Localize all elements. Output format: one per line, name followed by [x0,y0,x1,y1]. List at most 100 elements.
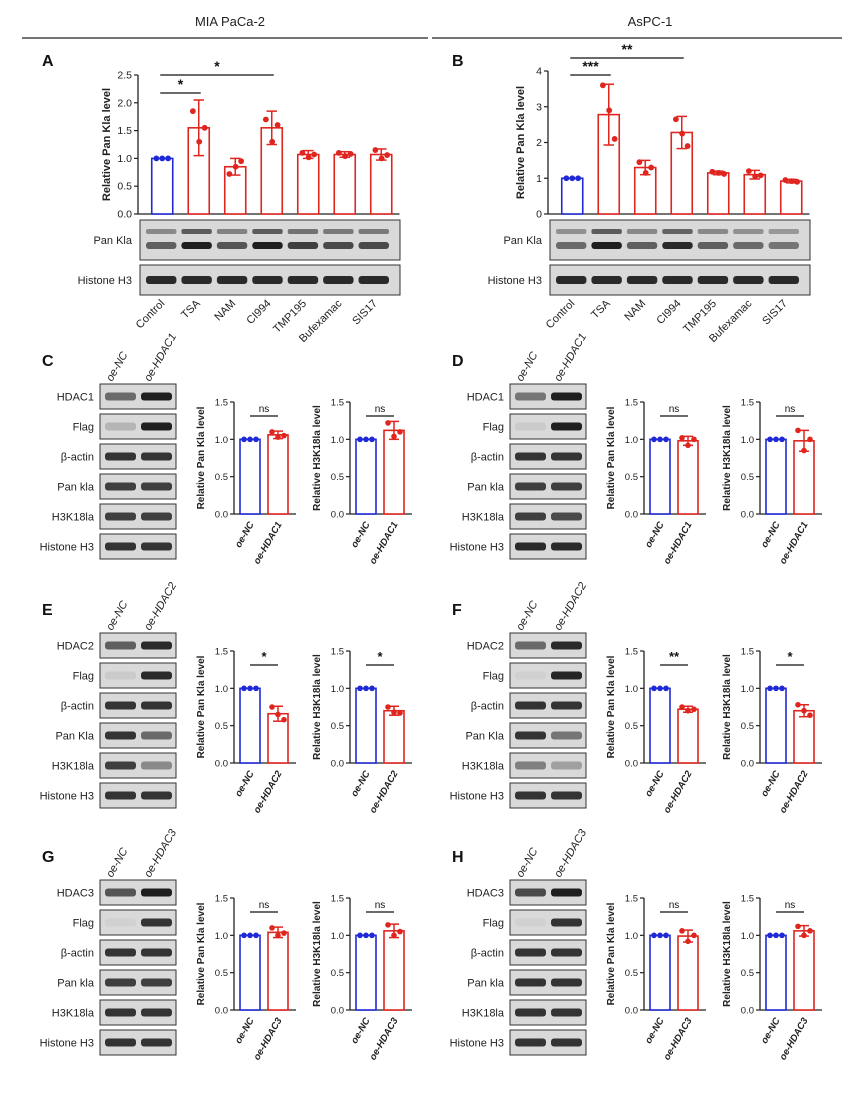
x-tick-label: oe-HDAC3 [368,1015,401,1062]
data-point [795,701,801,708]
blot-label: H3K18la [52,761,95,773]
bar [765,934,787,1011]
data-point [201,124,208,131]
y-tick-label: 1.0 [741,435,754,446]
bar [677,708,699,764]
blot-label: Histone H3 [450,791,504,803]
blot-band [515,948,546,957]
y-tick-label: 4 [536,66,542,78]
blot-band [141,671,172,680]
blot-label: HDAC1 [467,392,504,404]
data-point [369,932,375,939]
data-point [372,147,379,153]
y-tick-label: 0.0 [741,510,754,521]
blot-band [551,512,582,521]
blot-label: H3K18la [462,761,505,773]
blot-band [515,422,546,431]
lane-header: oe-HDAC2 [552,580,589,632]
blot-band [141,641,172,650]
panel-label: G [42,849,54,866]
blot-band [105,918,136,927]
y-tick-label: 1.0 [117,153,132,165]
data-point [657,436,663,443]
blot-band [141,888,172,897]
data-point [391,433,397,440]
data-point [357,932,363,939]
lane-label: Control [544,298,578,332]
blot-label: Pan kla [467,978,505,990]
y-tick-label: 0.0 [741,1006,754,1017]
blot-band [141,731,172,740]
blot-band [216,242,248,249]
blot-band [551,888,582,897]
blot-band [515,1008,546,1017]
data-point [779,685,785,692]
significance-label: ns [669,900,680,911]
blot-band [323,242,354,249]
bar [649,687,671,764]
blot-band [105,701,136,710]
y-tick-label: 1.0 [625,684,638,695]
bar [743,173,767,215]
panel-label: B [452,53,464,70]
blot-band [768,276,799,284]
blot-band [146,229,177,234]
blot-band [551,422,582,431]
blot-band [551,978,582,987]
data-point [275,434,281,440]
blot-band [105,671,136,680]
header-right: AsPC-1 [628,14,673,29]
blot-band [551,761,582,770]
blot-label: Flag [73,918,94,930]
y-tick-label: 0 [536,209,542,221]
y-tick-label: 1.5 [741,398,754,409]
data-point [347,151,354,157]
x-tick-label: oe-HDAC1 [368,520,401,566]
x-tick-label: oe-HDAC2 [662,768,695,815]
blot-band [515,542,546,551]
blot-band [515,392,546,401]
data-point [385,420,391,426]
blot-label: H3K18la [52,512,95,524]
data-point [189,108,196,115]
y-tick-label: 0.5 [215,968,228,979]
lane-header: oe-HDAC1 [552,331,589,383]
blot-label: Histone H3 [450,542,504,554]
data-point [657,932,663,939]
data-point [663,685,669,692]
data-point [305,154,312,161]
panel-label: F [452,602,462,619]
blot-label: H3K18la [52,1008,95,1020]
blot-band [515,978,546,987]
blot-label: Pan kla [57,482,95,494]
blot-band [662,229,693,234]
blot-band [105,542,136,551]
y-tick-label: 1.0 [741,931,754,942]
bar [560,177,584,215]
lane-header: oe-HDAC2 [142,580,179,632]
blot-label: β-actin [61,701,94,713]
x-tick-label: oe-HDAC2 [778,768,811,815]
data-point [757,172,764,179]
blot-band [591,276,622,284]
bar [355,687,377,764]
blot-band [141,918,172,927]
bar [239,438,261,515]
data-point [651,932,657,939]
data-point [679,130,686,137]
blot-label: Flag [73,671,94,683]
blot-label: Histone H3 [40,1038,94,1050]
y-tick-label: 0.0 [215,759,228,770]
data-point [253,685,259,692]
blot-band [105,888,136,897]
data-point [253,436,259,443]
data-point [715,169,722,176]
data-point [385,922,391,928]
data-point [575,175,582,182]
significance-label: ns [259,900,270,911]
data-point [385,704,391,710]
bar [677,440,699,515]
x-tick-label: oe-NC [233,520,257,550]
